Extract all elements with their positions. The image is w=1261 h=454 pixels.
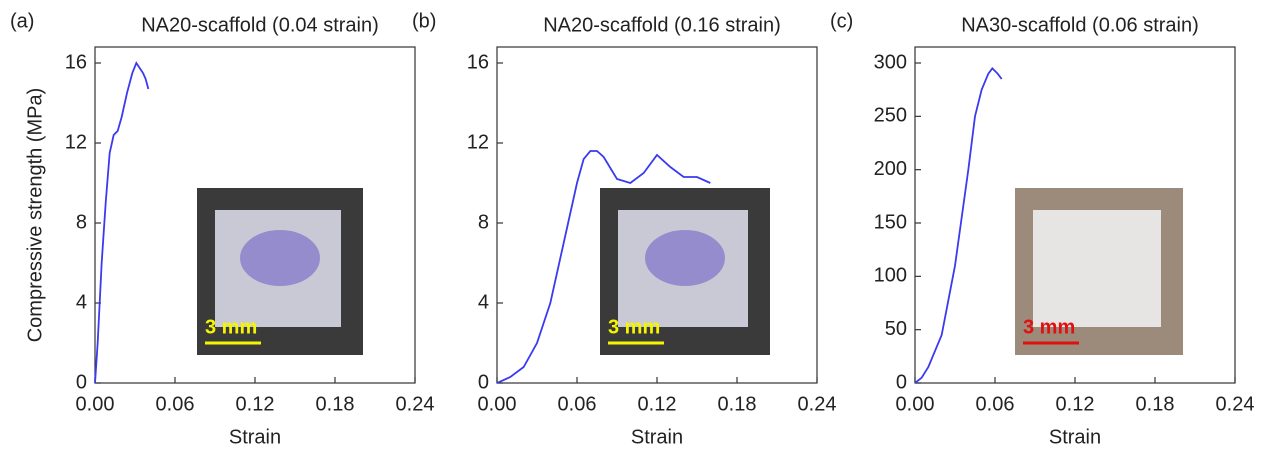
y-tick-label: 16 [467, 51, 489, 73]
inset-sample [1033, 210, 1161, 327]
y-tick-label: 12 [65, 131, 87, 153]
x-tick-label: 0.00 [896, 393, 935, 415]
data-line [496, 150, 711, 384]
panel-label: (b) [412, 10, 436, 32]
x-tick-label: 0.12 [1056, 393, 1095, 415]
y-tick-label: 0 [896, 371, 907, 393]
chart-title: NA20-scaffold (0.04 strain) [141, 14, 379, 36]
x-tick-label: 0.00 [76, 393, 115, 415]
y-tick-label: 300 [874, 51, 907, 73]
y-tick-label: 8 [478, 211, 489, 233]
x-axis-label: Strain [631, 426, 683, 448]
chart-title: NA30-scaffold (0.06 strain) [961, 14, 1199, 36]
x-tick-label: 0.12 [236, 393, 275, 415]
x-tick-label: 0.12 [638, 393, 677, 415]
x-tick-label: 0.18 [718, 393, 757, 415]
x-tick-label: 0.06 [558, 393, 597, 415]
inset-stain [240, 230, 320, 286]
y-tick-label: 8 [76, 211, 87, 233]
y-tick-label: 16 [65, 51, 87, 73]
data-line [94, 61, 150, 384]
x-tick-label: 0.18 [316, 393, 355, 415]
inset-scale-label: 3 mm [1023, 316, 1075, 338]
chart-title: NA20-scaffold (0.16 strain) [543, 14, 781, 36]
y-tick-label: 100 [874, 265, 907, 287]
y-tick-label: 0 [478, 371, 489, 393]
y-tick-label: 150 [874, 211, 907, 233]
x-tick-label: 0.24 [1216, 393, 1255, 415]
x-tick-label: 0.06 [156, 393, 195, 415]
y-tick-label: 250 [874, 105, 907, 127]
x-tick-label: 0.00 [478, 393, 517, 415]
x-axis-label: Strain [1049, 426, 1101, 448]
inset-scale-label: 3 mm [205, 316, 257, 338]
x-tick-label: 0.24 [396, 393, 435, 415]
y-tick-label: 12 [467, 131, 489, 153]
panel-label: (c) [830, 10, 853, 32]
y-tick-label: 4 [478, 291, 489, 313]
inset-scale-label: 3 mm [608, 316, 660, 338]
y-tick-label: 200 [874, 158, 907, 180]
y-axis-label: Compressive strength (MPa) [24, 88, 46, 343]
y-tick-label: 4 [76, 291, 87, 313]
x-tick-label: 0.06 [976, 393, 1015, 415]
x-axis-label: Strain [229, 426, 281, 448]
x-tick-label: 0.24 [798, 393, 837, 415]
y-tick-label: 0 [76, 371, 87, 393]
panel-label: (a) [10, 10, 34, 32]
inset-stain [645, 230, 725, 286]
x-tick-label: 0.18 [1136, 393, 1175, 415]
data-line [914, 66, 1003, 384]
y-tick-label: 50 [885, 318, 907, 340]
